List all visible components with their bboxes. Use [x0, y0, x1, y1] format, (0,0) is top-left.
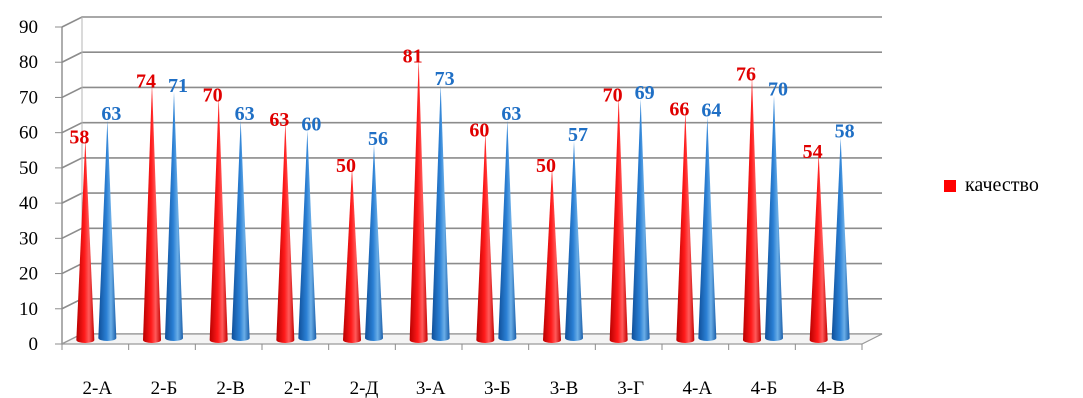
data-label-series2: 63	[101, 103, 121, 125]
x-tick-label: 4-А	[683, 378, 713, 398]
data-label-series1: 70	[603, 84, 623, 106]
cone-bar-series2	[765, 95, 783, 341]
cone-bar-series2	[98, 120, 117, 341]
data-label-series2: 60	[301, 114, 321, 136]
data-label-series1: 66	[669, 99, 689, 121]
data-label-series2: 64	[701, 100, 721, 122]
x-tick-label: 3-Г	[617, 378, 644, 398]
y-tick-label: 70	[19, 87, 38, 108]
y-tick-label: 10	[19, 299, 38, 320]
data-label-series2: 69	[635, 82, 655, 104]
cone-bar-series1	[209, 97, 228, 343]
data-label-series1: 60	[469, 120, 489, 142]
y-tick-label: 20	[19, 264, 38, 285]
x-tick-label: 3-Б	[484, 378, 511, 398]
cone-bar-series1	[409, 58, 428, 343]
data-label-series2: 63	[235, 103, 255, 125]
y-tick-label: 0	[29, 334, 39, 355]
cone-bar-series1	[676, 111, 695, 344]
x-tick-label: 4-Б	[751, 378, 778, 398]
gridline	[61, 51, 882, 63]
y-tick-label: 80	[19, 52, 38, 73]
data-label-series2: 63	[501, 103, 521, 125]
data-label-series2: 71	[168, 75, 188, 97]
cone-bar-series2	[631, 98, 650, 341]
cone-bar-series1	[76, 139, 95, 343]
data-label-series2: 70	[768, 78, 788, 100]
x-tick-label: 4-В	[816, 378, 845, 398]
data-label-series2: 56	[368, 128, 388, 150]
legend: качество	[944, 174, 1039, 197]
cone-bar-series1	[143, 83, 161, 343]
x-tick-labels: 2-А 2-Б 2-В 2-Г 2-Д 3-А 3-Б 3-В 3-Г 4-А 4-Б 4-В	[83, 378, 845, 398]
gridline	[61, 227, 882, 240]
cone-bar-series1	[276, 122, 295, 343]
gridline	[61, 157, 882, 169]
data-label-series1: 63	[269, 109, 289, 131]
legend-label: качество	[965, 174, 1039, 196]
cone-bar-series2	[431, 84, 450, 341]
cone-bars	[76, 58, 850, 344]
x-tick-label: 2-Д	[350, 378, 379, 398]
data-label-series1: 76	[736, 63, 756, 85]
cone-bar-series2	[565, 141, 583, 341]
cone-bar-series2	[365, 144, 383, 341]
data-label-series1: 58	[69, 127, 89, 149]
cone-bar-series1	[809, 153, 828, 343]
cone-bar-series2	[498, 120, 517, 341]
data-label-series1: 50	[536, 155, 556, 177]
cone-bar-series1	[609, 97, 628, 343]
legend-swatch	[944, 179, 956, 192]
data-label-series2: 73	[435, 68, 455, 90]
x-tick-label: 2-Г	[284, 378, 311, 398]
gridline	[61, 192, 882, 204]
x-tick-label: 2-В	[216, 378, 245, 398]
x-tick-label: 3-В	[550, 378, 579, 398]
cone-bar-series1	[743, 76, 761, 344]
x-tick-label: 2-А	[83, 378, 113, 398]
cone-bar-series2	[698, 116, 717, 341]
y-tick-label: 50	[19, 158, 38, 179]
data-labels: 58 63 74 71 70 63 63 60 50 56 81 73 60 63 50 57 70 69 66 64…	[69, 46, 854, 177]
cone-bar-series1	[343, 167, 361, 343]
data-label-series2: 58	[835, 121, 855, 143]
y-tick-labels: 0 10 20 30 40 50 60 70 80 90	[19, 17, 38, 355]
gridline	[61, 262, 882, 275]
y-tick-label: 60	[19, 123, 38, 144]
data-label-series1: 70	[203, 84, 223, 106]
x-tick-label: 3-А	[416, 378, 446, 398]
x-tick-label: 2-Б	[151, 378, 178, 398]
cone-bar-series2	[831, 137, 850, 341]
cone-bar-series1	[476, 132, 495, 343]
cone-bar-series2	[165, 91, 183, 341]
y-tick-label: 40	[19, 193, 38, 214]
cone-bar-series2	[298, 130, 317, 341]
gridline	[61, 16, 882, 28]
cone-bar-series1	[543, 167, 561, 343]
data-label-series1: 81	[403, 46, 423, 68]
data-label-series1: 54	[803, 141, 823, 163]
data-label-series1: 50	[336, 155, 356, 177]
y-tick-label: 30	[19, 228, 38, 249]
cone-bar-series2	[231, 120, 250, 341]
data-label-series1: 74	[136, 70, 156, 92]
data-label-series2: 57	[568, 124, 588, 146]
y-tick-label: 90	[19, 17, 38, 38]
